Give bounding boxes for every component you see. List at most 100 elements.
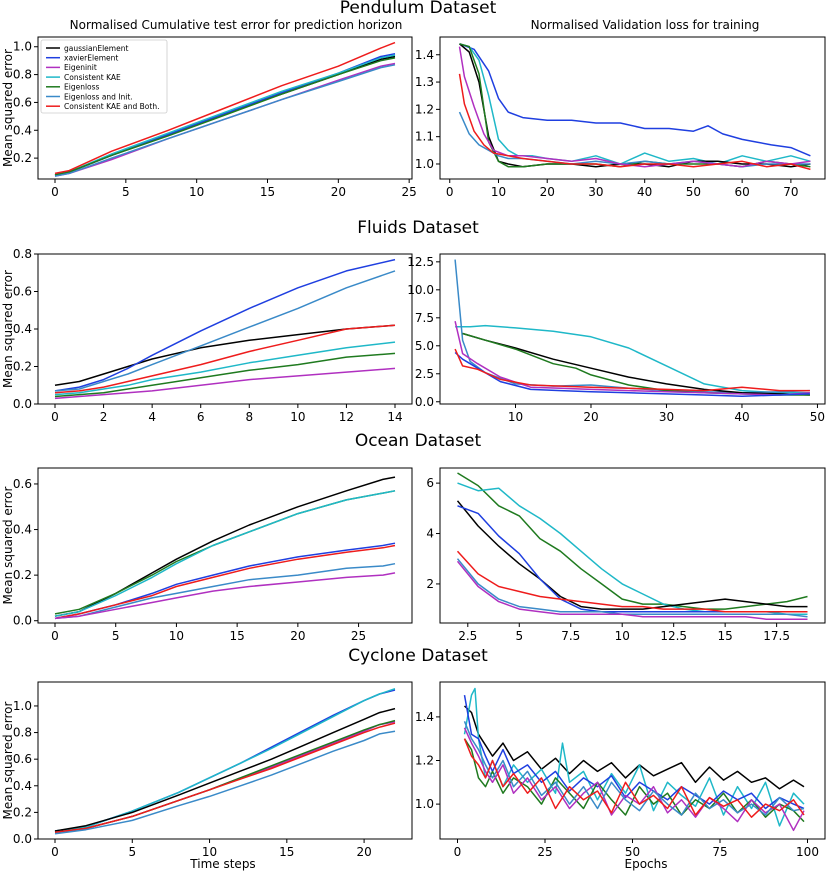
x-tick-label: 5 [515, 629, 523, 643]
x-tick-label: 6 [197, 410, 205, 424]
series-line-consistent-kae [54, 341, 396, 396]
y-tick-label: 5.0 [415, 339, 434, 353]
x-tick-label: 50 [625, 845, 640, 859]
axes-frame [37, 36, 413, 180]
series-line-consistent-kae [54, 490, 396, 617]
x-tick-label: 10 [508, 410, 523, 424]
y-tick-label: 2.5 [415, 367, 434, 381]
chart-cyclone-val: 0 25 50 75 100 1.0 1.2 1.4 [415, 681, 826, 859]
y-tick-label: 0.4 [13, 322, 32, 336]
x-tick-label: 5 [112, 629, 120, 643]
chart-fluids-test: 0 2 4 6 8 10 12 14 0.0 0.2 0.4 0.6 0.8 Mean squared e… [1, 247, 413, 424]
x-tick-label: 0 [51, 629, 59, 643]
y-tick-label: 1.0 [415, 797, 434, 811]
x-tick-label: 15 [230, 629, 245, 643]
y-tick-label: 0.0 [13, 614, 32, 628]
axes-frame [439, 36, 826, 180]
series-line-consistent-kae [54, 687, 396, 832]
y-axis-label: Mean squared error [1, 701, 15, 819]
series-line-gaussianelement [456, 500, 808, 610]
series-line-gaussianelement [54, 707, 396, 832]
y-tick-label: 0.8 [13, 726, 32, 740]
x-tick-label: 10 [189, 185, 204, 199]
x-tick-label: 0 [51, 410, 59, 424]
x-tick-label: 30 [659, 410, 674, 424]
series-line-xavierelement [454, 351, 810, 397]
series-line-eigeninit [456, 560, 808, 620]
series-line-eigenloss-and-init [54, 270, 396, 392]
series-line-consistent-kae-and-both [54, 41, 396, 175]
x-tick-label: 0 [51, 185, 59, 199]
legend-label: Eigenloss [64, 83, 100, 92]
x-tick-label: 20 [290, 629, 305, 643]
x-tick-label: 10 [202, 845, 217, 859]
y-tick-label: 10.0 [407, 283, 434, 297]
y-tick-label: 12.5 [407, 255, 434, 269]
x-tick-label: 70 [783, 185, 798, 199]
y-tick-label: 1.4 [415, 48, 434, 62]
series-line-eigenloss-and-init [454, 259, 810, 394]
y-tick-label: 0.4 [13, 123, 32, 137]
y-tick-label: 0.2 [13, 568, 32, 582]
x-tick-label: 25 [351, 629, 366, 643]
series-line-gaussianelement [54, 324, 396, 387]
x-tick-label: 40 [637, 185, 652, 199]
legend-label: xavierElement [64, 54, 118, 63]
x-tick-label: 8 [245, 410, 253, 424]
legend-label: Consistent KAE [64, 73, 121, 82]
series-line-consistent-kae-and-both [54, 544, 396, 620]
y-tick-label: 4 [426, 527, 434, 541]
legend-label: Consistent KAE and Both. [64, 102, 159, 111]
x-tick-label: 14 [387, 410, 402, 424]
x-tick-label: 4 [148, 410, 156, 424]
series-line-consistent-kae [457, 482, 808, 615]
y-tick-label: 1.4 [415, 710, 434, 724]
series-line-consistent-kae-and-both [54, 722, 396, 834]
series-line-xavierelement [463, 694, 805, 810]
y-tick-label: 0.8 [13, 68, 32, 82]
x-tick-label: 7.5 [561, 629, 580, 643]
y-tick-label: 1.0 [13, 699, 32, 713]
series-line-eigenloss-and-init [54, 562, 396, 620]
x-tick-label: 75 [712, 845, 727, 859]
xlabel-epochs: Epochs [625, 857, 668, 871]
y-tick-label: 2 [426, 577, 434, 591]
axes-frame [439, 253, 826, 405]
series-line-eigenloss [54, 57, 396, 176]
y-tick-label: 0.8 [13, 247, 32, 261]
axes-frame [439, 467, 826, 624]
series-line-xavierelement [457, 505, 808, 613]
y-tick-label: 0.6 [13, 477, 32, 491]
series-line-eigenloss [54, 352, 396, 398]
series-line-consistent-kae-and-both [463, 738, 805, 818]
x-tick-label: 100 [796, 845, 819, 859]
y-tick-label: 0.2 [13, 360, 32, 374]
x-tick-label: 20 [356, 845, 371, 859]
series-line-eigenloss-and-init [456, 558, 808, 618]
x-tick-label: 20 [540, 185, 555, 199]
x-tick-label: 20 [583, 410, 598, 424]
legend-box [40, 39, 168, 114]
series-line-eigeninit [54, 572, 396, 620]
chart-pendulum-val: 0 10 20 30 40 50 60 70 1.0 1.1 1.2 1.3 1.4 [415, 36, 826, 199]
series-line-consistent-kae-and-both [458, 73, 811, 171]
y-axis-label: Mean squared error [1, 270, 15, 388]
y-axis-label: Mean squared error [1, 49, 15, 167]
y-tick-label: 0.6 [13, 752, 32, 766]
x-tick-label: 10 [491, 185, 506, 199]
x-tick-label: 10 [615, 629, 630, 643]
y-tick-label: 0.0 [13, 832, 32, 846]
series-line-xavierelement [459, 43, 811, 157]
y-tick-label: 1.2 [415, 102, 434, 116]
x-tick-label: 15 [718, 629, 733, 643]
series-line-eigenloss-and-init [54, 730, 396, 835]
y-tick-label: 0.2 [13, 805, 32, 819]
series-line-eigeninit [458, 46, 811, 168]
series-line-eigeninit [454, 321, 810, 396]
y-tick-label: 1.0 [415, 157, 434, 171]
series-line-eigenloss-and-init [458, 111, 811, 168]
x-tick-label: 15 [260, 185, 275, 199]
y-tick-label: 0.4 [13, 779, 32, 793]
x-tick-label: 10 [290, 410, 305, 424]
